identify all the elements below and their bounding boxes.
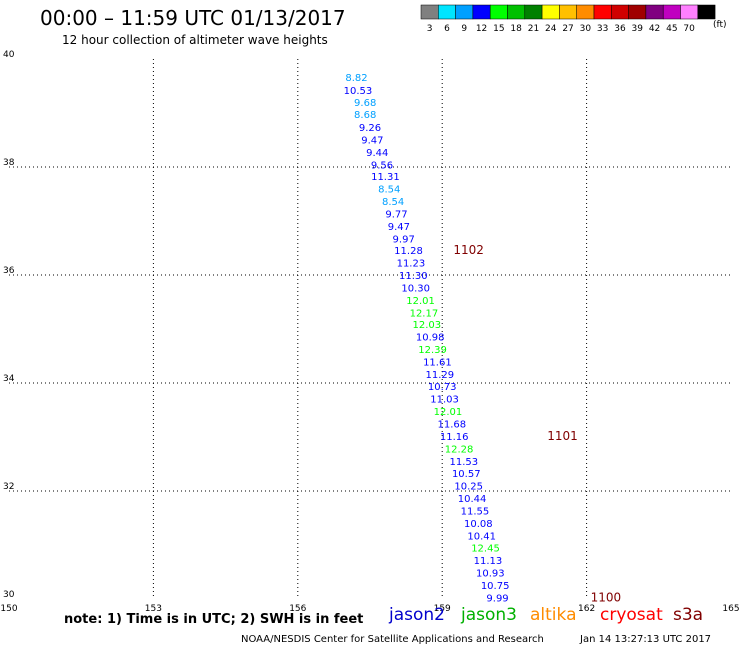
wave-height-label: 9.26	[359, 123, 381, 134]
wave-height-label: 8.54	[382, 197, 404, 208]
y-tick-label: 40	[3, 50, 15, 60]
y-tick-label: 32	[3, 482, 14, 492]
wave-height-label: 9.97	[393, 234, 415, 245]
wave-height-label: 8.82	[345, 73, 367, 84]
wave-height-label: 12.28	[445, 444, 474, 455]
wave-height-label: 12.01	[406, 296, 435, 307]
wave-height-label: 12.17	[410, 308, 439, 319]
wave-height-label: 11.16	[440, 432, 469, 443]
x-tick-label: 156	[289, 604, 306, 614]
satellite-label-jason3: jason3	[461, 605, 517, 625]
wave-height-label: 9.56	[371, 160, 393, 171]
wave-height-label: 11.28	[394, 246, 423, 257]
wave-height-label: 11.29	[425, 370, 454, 381]
wave-height-label: 9.47	[388, 222, 410, 233]
footer-note: note: 1) Time is in UTC; 2) SWH is in fe…	[64, 612, 364, 627]
wave-height-label: 12.45	[471, 544, 500, 555]
wave-height-label: 11.31	[371, 172, 400, 183]
wave-height-label: 11.61	[423, 357, 452, 368]
wave-height-label: 10.57	[452, 469, 481, 480]
chart-title: 00:00 – 11:59 UTC 01/13/2017	[40, 6, 346, 30]
wave-height-label: 11.03	[430, 395, 459, 406]
wave-height-label: 11.30	[399, 271, 428, 282]
wave-height-label: 12.01	[434, 407, 463, 418]
wave-height-label: 11.13	[474, 556, 503, 567]
satellite-label-altika: altika	[530, 605, 577, 625]
wave-height-label: 11.23	[397, 259, 426, 270]
wave-height-label: 8.54	[378, 185, 400, 196]
wave-height-label: 12.03	[412, 320, 441, 331]
x-tick-label: 153	[145, 604, 162, 614]
footer-credit: NOAA/NESDIS Center for Satellite Applica…	[241, 634, 544, 645]
y-tick-label: 34	[3, 374, 15, 384]
wave-height-label: 10.41	[467, 531, 496, 542]
wave-height-label: 9.99	[486, 593, 508, 604]
y-tick-label: 38	[3, 158, 15, 168]
wave-height-label: 10.08	[464, 519, 493, 530]
wave-height-label: 9.44	[366, 148, 388, 159]
wave-height-label: 10.75	[481, 581, 510, 592]
wave-height-label: 10.30	[401, 283, 430, 294]
track-time-label: 1102	[453, 243, 484, 257]
x-tick-label: 162	[578, 604, 595, 614]
x-tick-label: 159	[434, 604, 451, 614]
y-tick-label: 30	[3, 590, 15, 600]
wave-height-label: 8.68	[354, 110, 376, 121]
wave-height-label: 9.68	[354, 98, 376, 109]
satellite-label-cryosat: cryosat	[600, 605, 663, 625]
footer-timestamp: Jan 14 13:27:13 UTC 2017	[580, 634, 712, 645]
wave-height-label: 10.98	[416, 333, 445, 344]
wave-height-label: 11.55	[461, 506, 490, 517]
wave-height-label: 10.53	[344, 86, 373, 97]
x-tick-label: 150	[0, 604, 17, 614]
wave-height-label: 12.39	[418, 345, 447, 356]
satellite-label-s3a: s3a	[673, 605, 704, 625]
wave-height-label: 10.25	[454, 482, 483, 493]
wave-height-label: 10.44	[458, 494, 487, 505]
wave-height-label: 11.68	[438, 420, 467, 431]
wave-height-label: 11.53	[450, 457, 479, 468]
wave-height-label: 9.77	[385, 209, 407, 220]
wave-height-label: 9.47	[361, 135, 383, 146]
legend-unit-label: (ft)	[713, 20, 727, 30]
chart-subtitle: 12 hour collection of altimeter wave hei…	[62, 33, 328, 47]
satellite-label-jason2: jason2	[389, 605, 445, 625]
wave-height-label: 10.93	[476, 569, 505, 580]
x-tick-label: 165	[722, 604, 739, 614]
wave-height-label: 10.73	[428, 382, 457, 393]
y-tick-label: 36	[3, 266, 15, 276]
track-time-label: 1100	[591, 590, 622, 604]
track-time-label: 1101	[547, 429, 578, 443]
